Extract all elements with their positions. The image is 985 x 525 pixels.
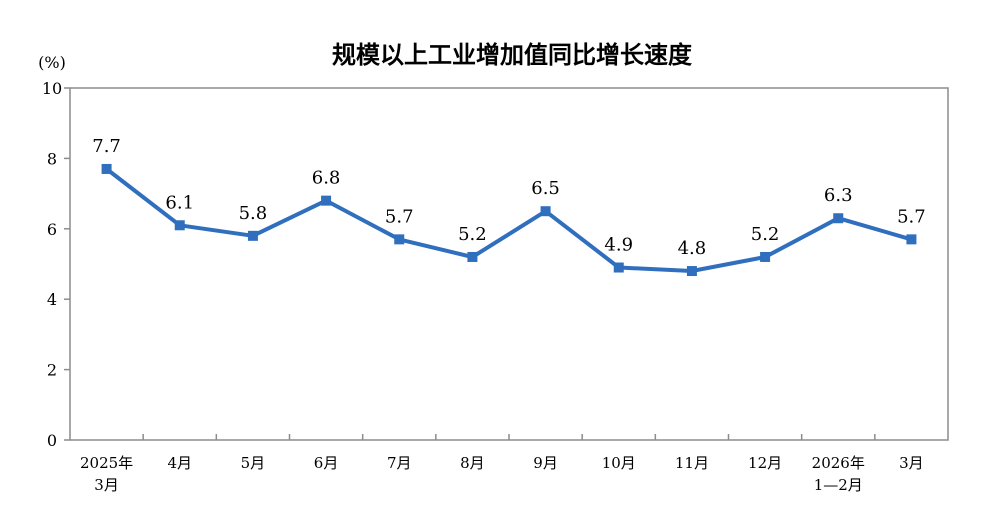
y-axis-unit: (%) [38,53,66,72]
data-point [540,206,551,217]
series-group: 7.7 6.1 5.8 6.8 5.7 5.2 6.5 4.9 4.8 5.2 6.3 5.7 [92,136,926,277]
x-tick-label: 3月 [899,454,924,472]
y-tick-label: 8 [47,149,57,168]
data-point [760,251,771,262]
x-tick-label: 6月 [314,454,339,472]
data-label: 4.8 [678,238,707,259]
data-label: 7.7 [92,136,121,157]
y-tick-label: 4 [47,290,57,309]
data-label: 5.7 [897,206,926,227]
x-tick-label: 2026年 [812,454,865,472]
x-axis: 2025年 3月 4月 5月 6月 7月 8月 9月 10月 11月 12月 2026年 1—2月 3月 [80,434,924,494]
x-tick-label: 3月 [94,476,119,494]
plot-area [69,87,949,441]
y-tick-label: 0 [47,431,57,450]
y-tick-label: 2 [47,361,57,380]
data-label: 6.1 [165,192,194,213]
data-label: 5.2 [458,224,487,245]
data-point [101,163,112,174]
x-tick-label: 4月 [167,454,192,472]
data-point [174,220,185,231]
data-label: 6.3 [824,185,853,206]
data-point [686,266,697,277]
data-label: 6.8 [312,168,341,189]
data-label: 5.2 [751,224,780,245]
data-point [833,213,844,224]
data-label: 5.8 [239,203,268,224]
data-label: 5.7 [385,206,414,227]
data-label: 4.9 [604,235,633,256]
y-tick-label: 10 [42,79,62,98]
data-point [906,234,917,245]
x-tick-label: 9月 [533,454,558,472]
x-tick-label: 5月 [241,454,266,472]
x-tick-label: 10月 [602,454,636,472]
x-tick-label: 1—2月 [814,476,863,494]
chart-title: 规模以上工业增加值同比增长速度 [332,41,693,69]
data-point [613,262,624,273]
y-axis: 0 2 4 6 8 10 [42,79,70,450]
data-point [467,251,478,262]
data-point [394,234,405,245]
data-point [321,195,332,206]
x-tick-label: 12月 [748,454,782,472]
x-tick-label: 8月 [460,454,485,472]
data-point [247,230,258,241]
series-line [105,167,912,273]
y-tick-label: 6 [47,220,57,239]
x-tick-label: 2025年 [80,454,133,472]
x-tick-label: 7月 [387,454,412,472]
x-tick-label: 11月 [675,454,709,472]
data-label: 6.5 [531,178,560,199]
